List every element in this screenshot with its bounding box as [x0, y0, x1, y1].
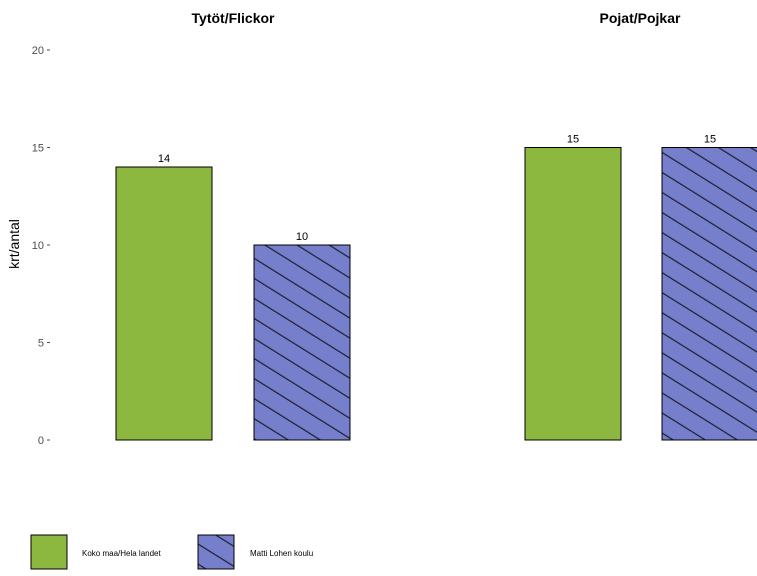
bar: [253, 244, 351, 441]
y-tick-label: 15: [32, 143, 44, 155]
legend-swatch-national: [30, 534, 68, 570]
bars: 14 10 15 15: [115, 134, 757, 441]
bar-value-label: 15: [704, 134, 716, 146]
y-tick-label: 5: [38, 338, 44, 350]
bar-value-label: 14: [158, 153, 170, 165]
legend-label-national: Koko maa/Hela landet: [82, 549, 161, 558]
bar: [661, 147, 757, 441]
legend-label-school: Matti Lohen koulu: [250, 549, 313, 558]
bar: [115, 166, 213, 441]
legend-swatch-school: [197, 534, 235, 570]
y-tick-label: 10: [32, 240, 44, 252]
legend: Koko maa/Hela landet Matti Lohen koulu: [30, 534, 313, 570]
y-axis-label: krt/antal: [6, 219, 22, 269]
panel-title-boys: Pojat/Pojkar: [600, 10, 681, 26]
y-axis: 0 5 10 15 20: [32, 45, 50, 447]
bar-value-label: 15: [567, 134, 579, 146]
bar: [524, 147, 622, 441]
y-tick-label: 20: [32, 45, 44, 57]
panel-title-girls: Tytöt/Flickor: [192, 10, 276, 26]
bar-value-label: 10: [296, 231, 308, 243]
y-tick-label: 0: [38, 435, 44, 447]
